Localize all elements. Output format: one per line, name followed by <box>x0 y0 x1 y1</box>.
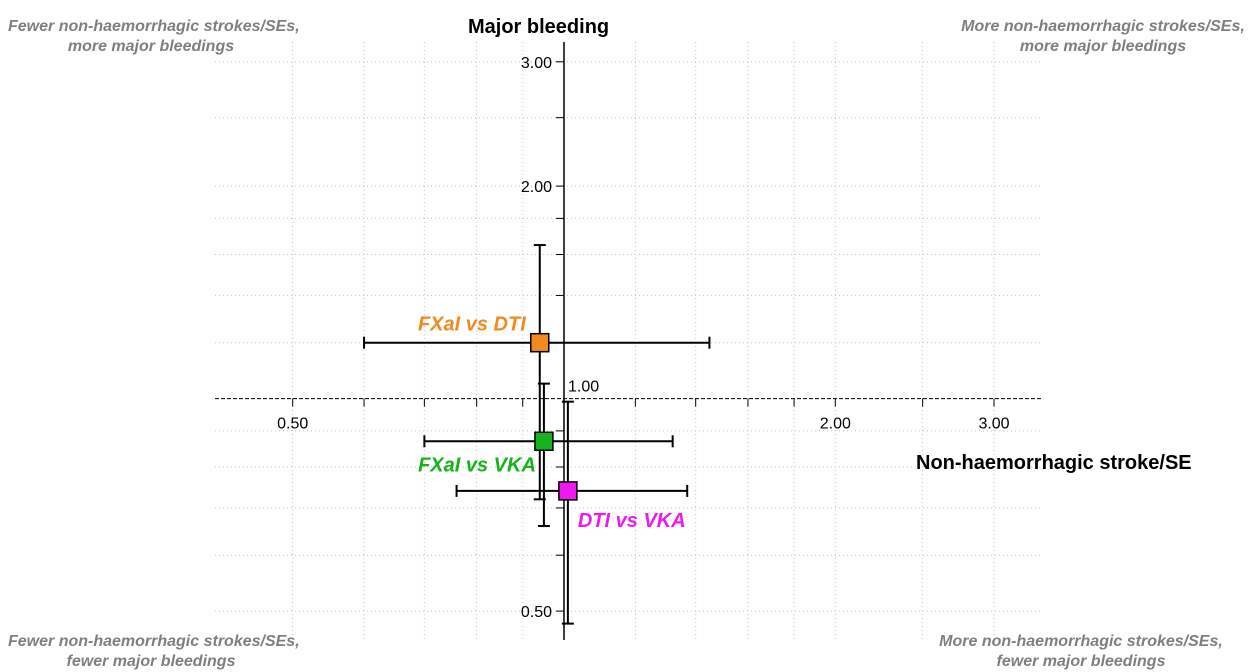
series-labels: FXaI vs DTI FXaI vs VKA DTI vs VKA <box>418 314 686 532</box>
point-marker <box>530 332 550 353</box>
quadrant-label-top-right: More non-haemorrhagic strokes/SEs, more … <box>958 17 1248 57</box>
y-tick-label: 2.00 <box>521 179 552 196</box>
x-tick-label: 2.00 <box>820 416 851 433</box>
point-markers <box>530 332 578 501</box>
axes <box>215 42 1043 640</box>
x-tick-label: 3.00 <box>978 416 1009 433</box>
y-tick-label: 0.50 <box>521 604 552 621</box>
point-marker <box>534 431 554 452</box>
gridlines <box>215 42 1043 640</box>
series-label: DTI vs VKA <box>578 510 686 532</box>
x-tick-label: 0.50 <box>277 416 308 433</box>
y-tick-label: 3.00 <box>521 55 552 72</box>
quadrant-label-line: fewer major bleedings <box>996 653 1166 670</box>
quadrant-label-line: more major bleedings <box>67 38 235 55</box>
quadrant-label-bottom-right: More non-haemorrhagic strokes/SEs, fewer… <box>910 632 1252 672</box>
quadrant-label-line: more major bleedings <box>1019 38 1187 55</box>
quadrant-label-bottom-left: Fewer non-haemorrhagic strokes/SEs, fewe… <box>8 632 300 672</box>
x-tick-label: 1.00 <box>568 379 599 396</box>
point-marker <box>558 481 578 501</box>
quadrant-label-line: Fewer non-haemorrhagic strokes/SEs, <box>8 18 300 35</box>
quadrant-label-top-left: Fewer non-haemorrhagic strokes/SEs, more… <box>8 17 300 57</box>
x-axis-title: Non-haemorrhagic stroke/SE <box>916 452 1192 474</box>
axis-ticks: 0.50 1.00 2.00 3.00 0.50 2.00 3.00 <box>277 55 1010 621</box>
quadrant-label-line: More non-haemorrhagic strokes/SEs, <box>961 18 1245 35</box>
quadrant-label-line: fewer major bleedings <box>66 653 236 670</box>
series-label: FXaI vs VKA <box>418 454 536 476</box>
series-label: FXaI vs DTI <box>418 314 526 336</box>
quadrant-label-line: Fewer non-haemorrhagic strokes/SEs, <box>8 633 300 650</box>
quadrant-label-line: More non-haemorrhagic strokes/SEs, <box>939 633 1223 650</box>
y-axis-title: Major bleeding <box>468 16 610 38</box>
